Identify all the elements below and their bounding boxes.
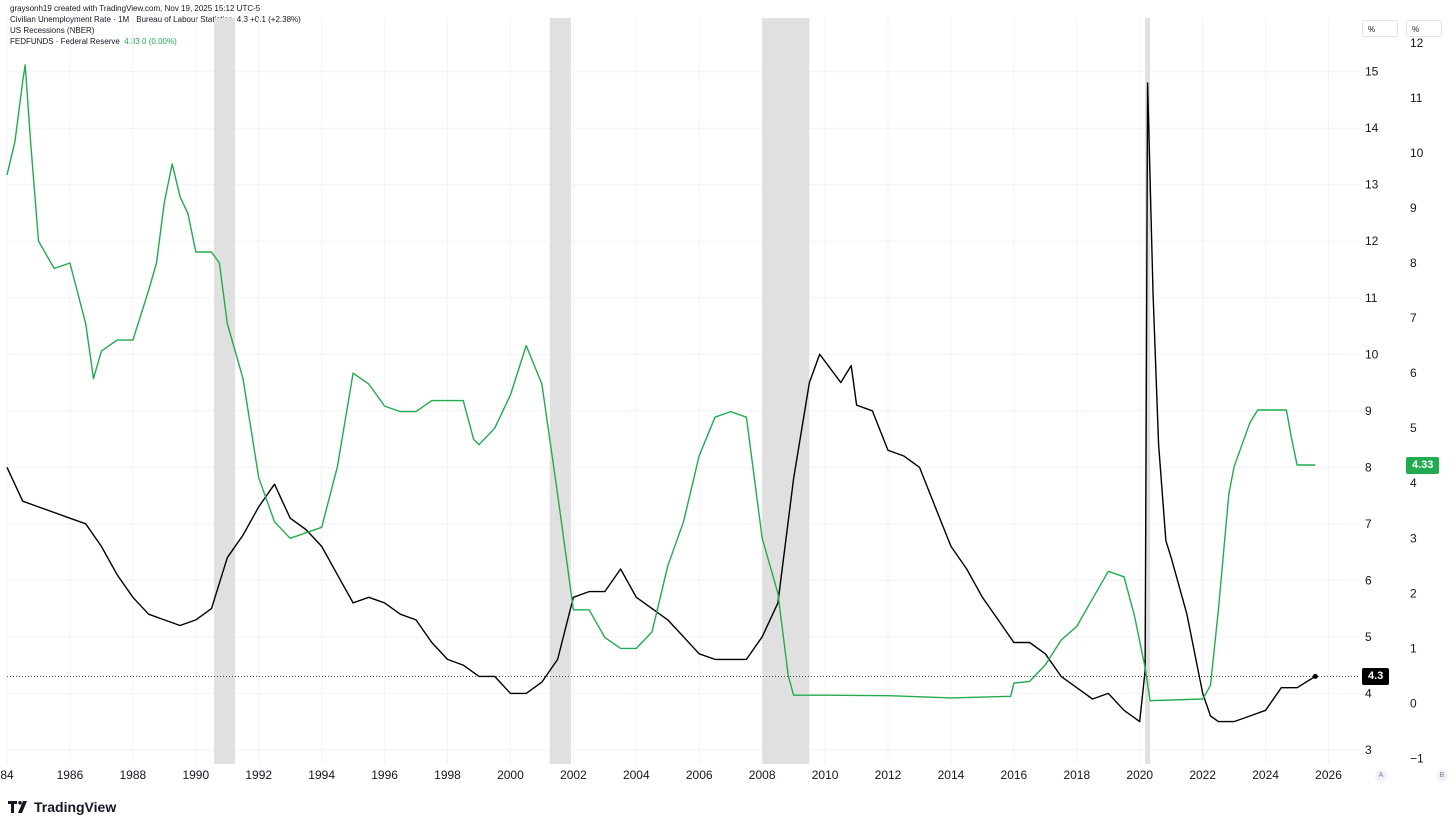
tradingview-logo[interactable]: TradingView [8,799,116,815]
created-by-text: graysonh19 created with TradingView.com,… [10,4,261,13]
x-axis-tick: 1996 [371,768,398,782]
recession-band [762,18,810,764]
unemployment-axis-tick: 9 [1365,404,1372,418]
fedfunds-axis-tick: 5 [1410,421,1417,435]
x-axis-tick: 2026 [1315,768,1342,782]
x-axis-tick: 2022 [1189,768,1216,782]
x-axis-tick: 1998 [434,768,461,782]
fedfunds-axis-tick: −1 [1410,751,1424,765]
unemployment-last-point [1312,673,1318,679]
fedfunds-axis-tick: 2 [1410,586,1417,600]
unemployment-axis-tick: 15 [1365,65,1379,79]
x-axis-tick: 2004 [623,768,650,782]
unemployment-axis-tick: 4 [1365,686,1372,700]
unemployment-axis-tick: 6 [1365,573,1372,587]
fedfunds-axis-tick: 11 [1410,91,1423,105]
x-axis-tick: 2018 [1063,768,1090,782]
unemployment-last-value-badge: 4.3 [1362,668,1390,686]
recession-band [1145,18,1151,764]
x-axis-tick: 2014 [938,768,965,782]
unemployment-axis-tick: 7 [1365,517,1372,531]
fedfunds-axis-tick: 12 [1410,36,1424,50]
x-axis-tick: 2024 [1252,768,1279,782]
series-fedfunds-legend[interactable]: FEDFUNDS · Federal Reserve 4.33 0 (0.00%… [10,36,301,47]
unemployment-axis-tick: 12 [1365,234,1379,248]
recession-band [214,18,236,764]
unemployment-axis-tick: 13 [1365,178,1379,192]
series-unemployment-label: Civilian Unemployment Rate · 1M · Bureau… [10,15,233,24]
x-axis-tick: 2006 [686,768,713,782]
fedfunds-axis-tick: 10 [1410,146,1424,160]
recession-band [549,18,571,764]
tradingview-logo-icon [8,801,27,813]
settings-corner-button[interactable]: B [1436,770,1448,782]
x-axis-tick: 2016 [1001,768,1028,782]
fedfunds-last-value-badge: 4.33 [1406,457,1440,475]
fedfunds-series-line [6,64,1316,702]
x-axis-tick: 1986 [57,768,84,782]
x-axis-tick: 1990 [182,768,209,782]
series-unemployment-values: 4.3 +0.1 (+2.38%) [236,15,301,24]
unemployment-axis-tick: 11 [1365,291,1378,305]
series-unemployment-legend[interactable]: Civilian Unemployment Rate · 1M · Bureau… [10,14,301,25]
fedfunds-axis-tick: 6 [1410,366,1417,380]
unemployment-axis-tick: 3 [1365,743,1372,757]
x-axis-tick: 2010 [812,768,839,782]
x-axis-tick: 2008 [749,768,776,782]
auto-scale-button[interactable]: A [1375,770,1387,782]
series-recessions-label: US Recessions (NBER) [10,26,95,35]
unemployment-axis-tick: 14 [1365,121,1379,135]
brand-name: TradingView [34,799,117,815]
x-axis-tick: 1994 [308,768,335,782]
fedfunds-axis-tick: 9 [1410,201,1417,215]
x-axis-tick: 2012 [875,768,902,782]
right-scale-percent-button[interactable]: % [1406,20,1442,37]
x-axis-tick: 84 [0,768,14,782]
x-axis-tick: 2020 [1126,768,1153,782]
unemployment-axis-tick: 5 [1365,630,1372,644]
x-axis-tick: 2000 [497,768,524,782]
fedfunds-axis-tick: 3 [1410,531,1417,545]
unemployment-axis-tick: 10 [1365,347,1379,361]
fedfunds-axis-tick: 7 [1410,311,1417,325]
fedfunds-axis-tick: 0 [1410,696,1417,710]
fedfunds-axis-tick: 8 [1410,256,1417,270]
chart-legend-header: graysonh19 created with TradingView.com,… [10,3,301,47]
unemployment-series-line [6,82,1316,723]
left-scale-percent-button[interactable]: % [1362,20,1398,37]
x-axis-tick: 1992 [245,768,272,782]
x-axis-tick: 2002 [560,768,587,782]
x-axis-tick: 1988 [120,768,147,782]
series-fedfunds-label: FEDFUNDS · Federal Reserve [10,37,120,46]
unemployment-axis-tick: 8 [1365,460,1372,474]
series-recessions-legend[interactable]: US Recessions (NBER) [10,25,301,36]
fedfunds-axis-tick: 4 [1410,476,1417,490]
fedfunds-axis-tick: 1 [1410,641,1417,655]
series-fedfunds-values: 4.33 0 (0.00%) [124,37,177,46]
